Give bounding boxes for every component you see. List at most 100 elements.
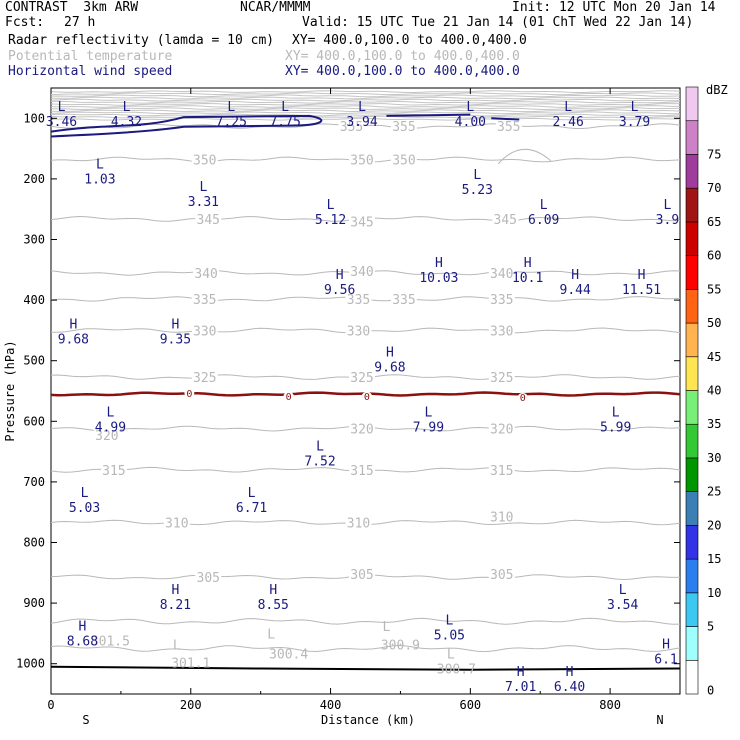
wind-extremum-low-marker: L [358,100,366,115]
theta-contour-stratosphere [50,92,681,96]
wind-extremum-value: 7.25 [216,115,247,130]
wind-extremum-value: 6.71 [236,501,267,516]
colorbar-level-label: 0 [707,684,714,698]
theta-contour-label: 320 [350,423,373,438]
wind-extremum-low-marker: L [664,198,672,213]
wind-extremum-high-marker: H [171,583,179,598]
theta-contour-label: 325 [350,371,373,386]
colorbar-box [685,626,699,661]
wind-extremum-value: 9.35 [160,333,191,348]
colorbar-box [685,592,699,627]
wind-extremum-value: 4.00 [455,115,486,130]
reflectivity-label-bg [361,391,372,400]
wind-extremum-value: 8.68 [67,634,98,649]
wind-extremum-high-marker: H [638,268,646,283]
theta-label-bg [488,422,515,435]
theta-contour-label: 320 [490,423,513,438]
theta-contour-stratosphere [50,102,681,106]
wind-extremum-value: 5.12 [315,213,346,228]
theta-label-bg [488,266,515,279]
reflectivity-label-bg [517,393,528,402]
wind-extremum-value: 3.9 [656,213,679,228]
wind-extremum-value: 7.75 [269,115,300,130]
wind-extremum-value: 7.01 [505,680,536,695]
surface-theta-low-marker: L [447,647,455,662]
y-tick-label: 600 [23,414,45,428]
colorbar-level-label: 5 [707,620,714,634]
theta-label-bg [349,463,376,476]
theta-contour-355 [50,123,681,130]
wind-extremum-low-marker: L [466,100,474,115]
theta-contour-label: 325 [490,371,513,386]
theta-contour-label: 350 [392,154,415,169]
theta-contour-label: 335 [193,293,216,308]
wind-extremum-value: 7.52 [304,454,335,469]
x-axis-south-label: S [82,713,89,727]
wind-extremum-high-marker: H [566,665,574,680]
theta-contour-stratosphere [50,98,681,102]
theta-label-bg [349,153,376,166]
theta-label-bg [195,571,222,584]
reflectivity-label-bg [283,391,294,400]
y-tick-label: 200 [23,172,45,186]
wind-contour-jet-east [386,113,520,121]
wind-extremum-low-marker: L [248,486,256,501]
surface-theta-label: 301.5 [91,635,130,650]
colorbar-box [685,255,699,290]
colorbar-level-label: 50 [707,316,721,330]
wind-extremum-value: 10.03 [419,271,458,286]
surface-theta-low-marker: L [173,638,181,653]
theta-label-bg [195,212,222,225]
colorbar-level-label: 60 [707,249,721,263]
y-tick-label: 100 [23,111,45,125]
wind-extremum-value: 3.31 [188,195,219,210]
y-tick-label: 1000 [16,657,45,671]
theta-label-bg [390,120,417,133]
theta-contour-label: 350 [350,154,373,169]
x-tick-label: 800 [599,698,621,712]
theta-contour-label: 315 [102,464,125,479]
wind-extremum-value: 4.99 [95,420,126,435]
colorbar-level-label: 75 [707,147,721,161]
wind-extremum-value: 9.56 [324,283,355,298]
surface-theta-label: 300.4 [269,647,308,662]
wind-extremum-high-marker: H [571,268,579,283]
wind-extremum-low-marker: L [327,198,335,213]
theta-contour-stratosphere [50,109,681,113]
theta-label-bg [488,463,515,476]
theta-label-bg [345,516,372,529]
wind-extremum-value: 8.21 [160,598,191,613]
wind-extremum-low-marker: L [564,100,572,115]
theta-contour-surface [50,644,681,653]
wind-extremum-value: 9.68 [374,360,405,375]
wind-extremum-low-marker: L [96,158,104,173]
wind-extremum-value: 8.55 [258,598,289,613]
wind-extremum-value: 6.1 [654,653,677,668]
colorbar-level-label: 30 [707,451,721,465]
theta-label-bg [390,153,417,166]
x-tick-label: 600 [459,698,481,712]
wind-extremum-low-marker: L [540,198,548,213]
theta-contour-label: 345 [350,215,373,230]
theta-contour-label: 345 [197,213,220,228]
theta-label-bg [488,292,515,305]
wind-extremum-value: 6.09 [528,213,559,228]
wind-extremum-low-marker: L [106,405,114,420]
wind-extremum-value: 3.94 [346,115,377,130]
colorbar-level-label: 70 [707,181,721,195]
wind-extremum-high-marker: H [69,318,77,333]
plot-frame [50,87,681,695]
layer-wind-xy: XY= 400.0,100.0 to 400.0,400.0 [285,64,520,79]
theta-contour-stratosphere [50,111,680,115]
wind-extremum-low-marker: L [281,100,289,115]
theta-contour-label: 305 [197,571,220,586]
theta-label-bg [495,120,522,133]
forecast-hours: 27 h [64,15,96,30]
y-tick-label: 900 [23,596,45,610]
layer-reflectivity-xy: XY= 400.0,100.0 to 400.0,400.0 [292,33,527,48]
colorbar-level-label: 35 [707,417,721,431]
wind-extremum-low-marker: L [424,405,432,420]
wind-extremum-value: 6.40 [554,680,585,695]
layer-theta-xy: XY= 400.0,100.0 to 400.0,400.0 [285,49,520,64]
theta-contour-label: 340 [490,267,513,282]
